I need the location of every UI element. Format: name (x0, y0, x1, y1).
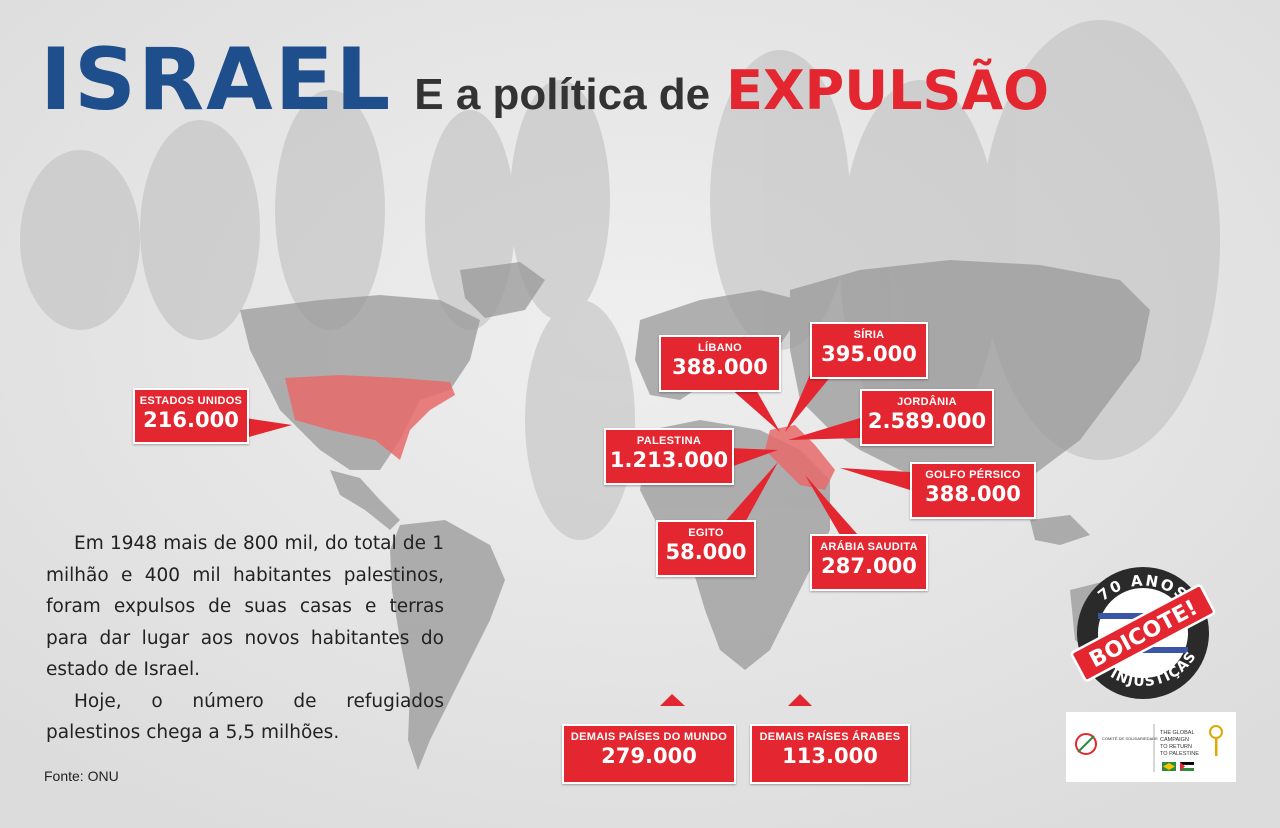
callout-demais-arabes: DEMAIS PAÍSES ÁRABES 113.000 (750, 724, 910, 784)
callout-arabia: ARÁBIA SAUDITA 287.000 (810, 534, 928, 591)
body-text: Em 1948 mais de 800 mil, do total de 1 m… (46, 528, 444, 749)
callout-egito: EGITO 58.000 (656, 520, 756, 577)
body-paragraph-2: Hoje, o número de refugiados palestinos … (46, 690, 444, 744)
brazil-flag-icon (1162, 762, 1176, 771)
pointer-arrows (245, 370, 910, 706)
callout-siria: SÍRIA 395.000 (810, 322, 928, 379)
title-expulsao: EXPULSÃO (726, 59, 1050, 122)
key-icon (1209, 725, 1223, 756)
sponsor-logos: COMITÊ DE SOLIDARIEDADE THE GLOBAL CAMPA… (1066, 712, 1236, 782)
title-israel: ISRAEL (40, 30, 393, 130)
solidarity-committee-logo: COMITÊ DE SOLIDARIEDADE (1075, 733, 1158, 755)
middle-east-highlight (765, 425, 835, 490)
palestine-flag-icon (1179, 762, 1195, 771)
callout-golfo: GOLFO PÉRSICO 388.000 (910, 462, 1036, 519)
svg-text:COMITÊ DE SOLIDARIEDADE: COMITÊ DE SOLIDARIEDADE (1102, 736, 1158, 741)
callout-palestina: PALESTINA 1.213.000 (604, 428, 734, 485)
usa-highlight (285, 375, 455, 460)
svg-text:CAMPAIGN: CAMPAIGN (1160, 737, 1189, 743)
boycott-stamp: 70 ANOS DE INJUSTIÇAS BOICOTE! (1070, 567, 1216, 699)
return-campaign-logo: THE GLOBAL CAMPAIGN TO RETURN TO PALESTI… (1160, 725, 1223, 771)
body-paragraph-1: Em 1948 mais de 800 mil, do total de 1 m… (46, 533, 444, 680)
highlighted-regions (285, 375, 835, 490)
svg-text:THE GLOBAL: THE GLOBAL (1160, 730, 1195, 736)
callout-jordania: JORDÂNIA 2.589.000 (860, 389, 994, 446)
page-title: ISRAEL E a política de EXPULSÃO (40, 30, 1049, 130)
callout-demais-mundo: DEMAIS PAÍSES DO MUNDO 279.000 (562, 724, 736, 784)
svg-text:TO RETURN: TO RETURN (1160, 744, 1192, 750)
source-note: Fonte: ONU (44, 768, 119, 784)
svg-text:TO PALESTINE: TO PALESTINE (1160, 751, 1199, 757)
title-middle: E a política de (414, 70, 711, 119)
callout-libano: LÍBANO 388.000 (659, 335, 781, 392)
callout-usa: ESTADOS UNIDOS 216.000 (133, 388, 249, 444)
